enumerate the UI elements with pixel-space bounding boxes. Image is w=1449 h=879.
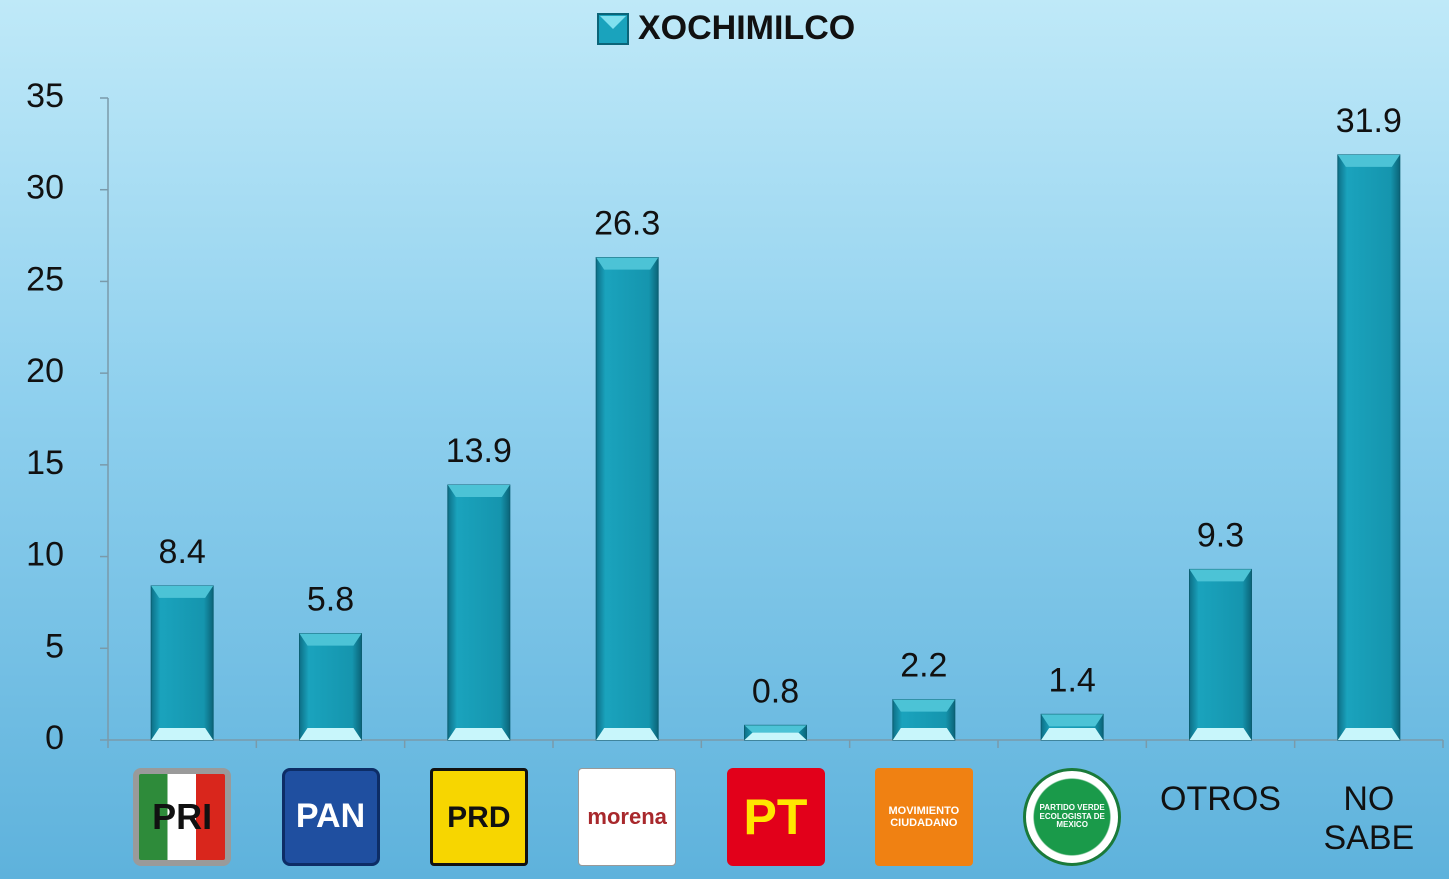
x-tick-label: PARTIDO VERDE ECOLOGISTA DE MEXICO (1023, 768, 1122, 866)
bar-top-bevel (744, 725, 807, 733)
value-label: 13.9 (446, 432, 512, 470)
value-label: 9.3 (1197, 516, 1244, 554)
x-tick-label: MOVIMIENTO CIUDADANO (874, 768, 973, 866)
bar-base-bevel (596, 728, 659, 740)
y-tick-label: 15 (26, 444, 64, 482)
value-label: 5.8 (307, 581, 354, 619)
bar-base-bevel (1337, 728, 1400, 740)
bar-top-bevel (151, 585, 214, 598)
value-label: 8.4 (159, 533, 206, 571)
bar-top-bevel (447, 485, 510, 498)
bar-top-bevel (1337, 154, 1400, 167)
value-label: 1.4 (1049, 661, 1096, 699)
x-tick-label: PRI (133, 768, 232, 866)
bar-base-bevel (447, 728, 510, 740)
bar-base-bevel (299, 728, 362, 740)
bar (1337, 154, 1401, 741)
value-label: 0.8 (752, 672, 799, 710)
x-tick-label: PAN (281, 768, 380, 866)
y-tick-label: 5 (45, 627, 64, 665)
value-label: 2.2 (900, 647, 947, 685)
bar (150, 585, 214, 741)
x-tick-label: PRD (429, 768, 528, 866)
bar-top-bevel (1041, 714, 1104, 727)
bar-base-bevel (1041, 728, 1104, 740)
x-tick-label: morena (578, 768, 677, 866)
bar (447, 484, 511, 741)
bar-base-bevel (1189, 728, 1252, 740)
bar-base-bevel (744, 732, 807, 740)
y-tick-label: 25 (26, 260, 64, 298)
bar-top-bevel (596, 257, 659, 270)
legend-label: XOCHIMILCO (638, 9, 855, 47)
bar-base-bevel (892, 728, 955, 740)
x-tick-label: OTROS (1160, 780, 1281, 818)
bar-top-bevel (299, 633, 362, 646)
bar (299, 633, 362, 741)
bar-base-bevel (151, 728, 214, 740)
legend-swatch-cap (600, 16, 626, 29)
y-tick-label: 10 (26, 536, 64, 574)
value-label: 31.9 (1336, 102, 1402, 140)
bar (595, 257, 659, 741)
x-tick-label: PT (726, 768, 825, 866)
bar-top-bevel (1189, 569, 1252, 582)
y-tick-label: 0 (45, 719, 64, 757)
bar-top-bevel (892, 699, 955, 712)
y-tick-label: 20 (26, 352, 64, 390)
y-tick-label: 30 (26, 169, 64, 207)
y-tick-label: 35 (26, 77, 64, 115)
value-label: 26.3 (594, 205, 660, 243)
x-tick-label: NO SABE (1323, 780, 1415, 858)
bar (1189, 568, 1252, 741)
